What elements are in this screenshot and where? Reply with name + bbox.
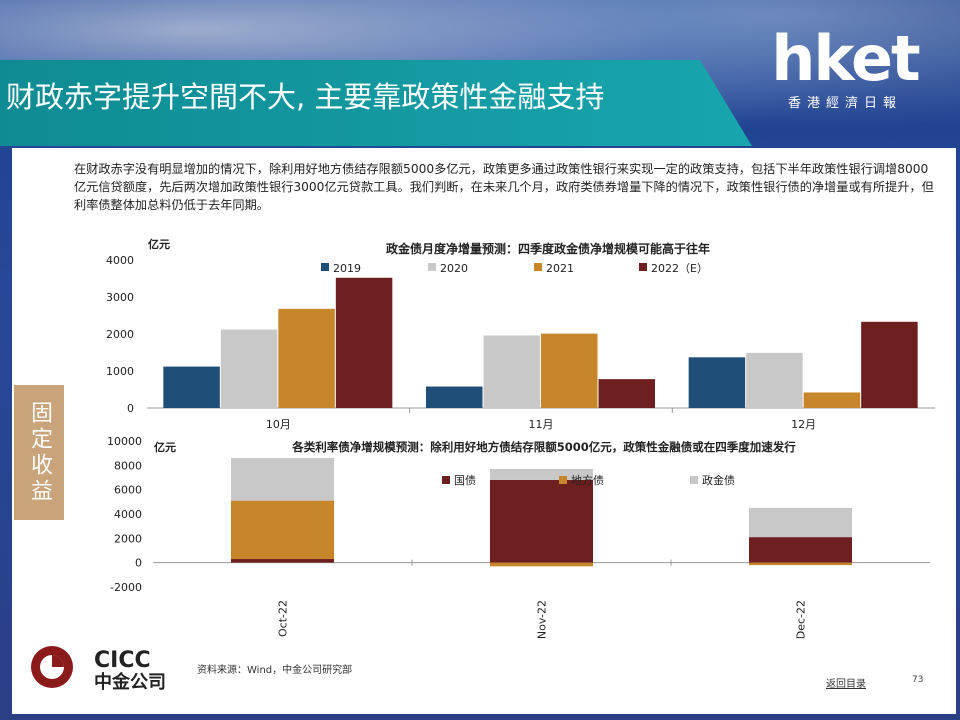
bar [278,308,335,408]
chart-title: 各类利率债净增规模预测：除利用好地方债结存限额5000亿元，政策性金融债或在四季… [291,440,796,454]
legend-swatch [639,263,647,271]
y-tick-label: 4000 [114,508,142,521]
stacked-bar-segment [231,559,334,563]
chart-title: 政金债月度净增量预测：四季度政金债净增规模可能高于往年 [386,241,710,256]
legend-label: 国债 [454,473,476,487]
legend-label: 地方债 [571,473,604,487]
stacked-bar-segment [231,500,334,560]
hket-logo: hket 香港經濟日報 [760,28,930,128]
x-tick-label: 12月 [791,418,816,431]
legend-swatch [690,476,698,484]
legend-swatch [428,263,436,271]
cicc-logo: CICC 中金公司 [28,642,188,692]
y-tick-label: 1000 [106,365,134,378]
y-tick-label: -2000 [110,581,142,594]
bar [483,335,540,408]
bar [746,352,803,408]
legend-label: 2019 [333,262,361,275]
svg-text:CICC: CICC [94,648,151,673]
x-tick-label: 11月 [529,418,554,431]
bar [426,386,483,408]
bar [688,357,746,408]
source-note: 资料来源：Wind，中金公司研究部 [197,665,353,676]
legend-swatch [534,263,542,271]
stacked-bar-segment [490,468,593,480]
back-to-contents-link[interactable]: 返回目录 [826,679,866,690]
y-tick-label: 4000 [106,254,134,267]
legend-label: 政金债 [702,473,735,487]
stacked-bar-segment [490,562,593,567]
svg-text:中金公司: 中金公司 [94,671,166,692]
x-tick-label: 10月 [266,418,291,431]
y-tick-label: 2000 [114,532,142,545]
y-tick-label: 3000 [106,291,134,304]
bar [163,366,220,408]
x-tick-label: Nov-22 [536,600,549,639]
bar [861,321,918,408]
legend-swatch [559,476,567,484]
legend-label: 2022（E） [651,262,708,275]
y-tick-label: 0 [135,557,142,570]
stacked-bar-segment [749,562,852,566]
y-axis-unit: 亿元 [154,440,176,454]
legend-label: 2021 [546,262,574,275]
legend-swatch [321,263,329,271]
page-title: 财政赤字提升空間不大, 主要靠政策性金融支持 [6,80,605,114]
bar [803,392,861,408]
slide-content [12,148,956,714]
bar [335,277,393,408]
section-tab: 固定收益 [14,385,64,520]
logo-wordmark: hket [771,22,920,95]
bar [598,379,655,408]
y-axis-unit: 亿元 [148,237,170,251]
x-tick-label: Dec-22 [795,600,808,639]
legend-swatch [442,476,450,484]
y-tick-label: 0 [127,402,134,415]
y-tick-label: 2000 [106,328,134,341]
y-tick-label: 6000 [114,484,142,497]
cicc-emblem-icon: CICC 中金公司 [31,646,166,692]
x-tick-label: Oct-22 [277,600,290,637]
stacked-bar-segment [490,479,593,563]
title-banner [0,60,752,146]
page-number: 73 [912,675,924,685]
y-tick-label: 10000 [107,435,142,448]
y-tick-label: 8000 [114,459,142,472]
bar [541,333,598,408]
stacked-bar-segment [749,537,852,563]
logo-subtitle: 香港經濟日報 [787,96,902,111]
legend-label: 2020 [440,262,468,275]
stacked-bar-segment [231,458,334,501]
bar [220,329,278,408]
summary-paragraph: 在财政赤字没有明显增加的情况下，除利用好地方债结存限额5000多亿元，政策更多通… [74,162,934,212]
stacked-bar-segment [749,507,852,538]
